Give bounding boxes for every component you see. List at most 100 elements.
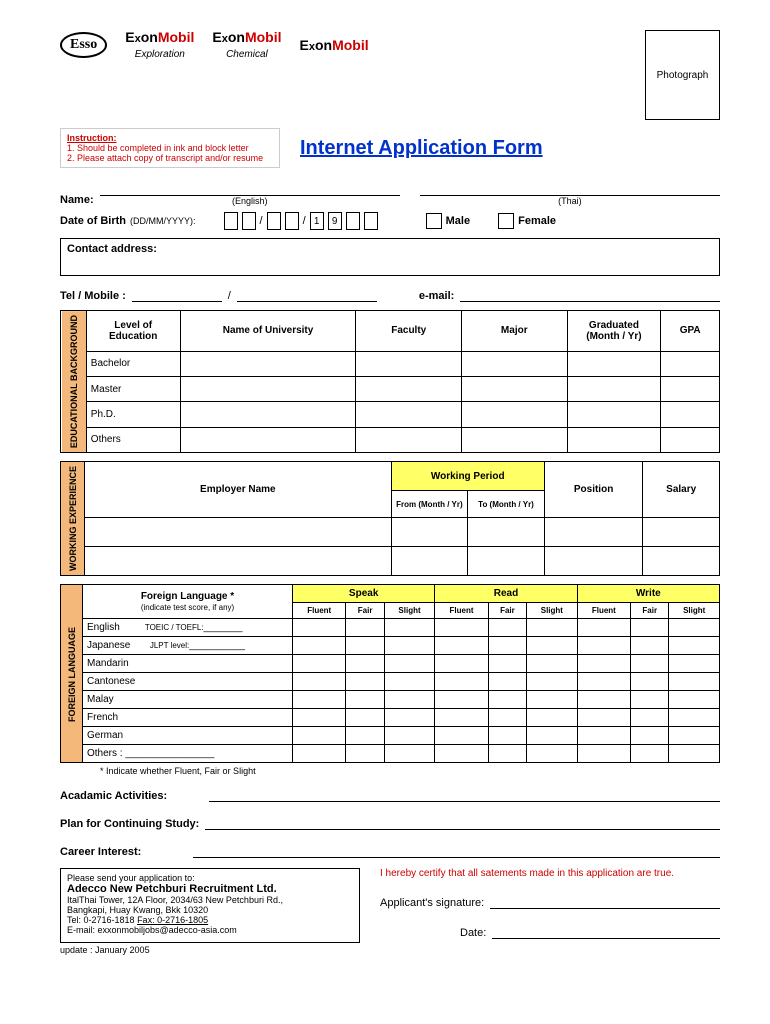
lang-cell[interactable] [293,655,346,673]
work-cell[interactable] [643,546,720,575]
lang-cell[interactable] [384,691,435,709]
lang-cell[interactable] [435,709,488,727]
edu-cell[interactable] [462,427,568,452]
edu-cell[interactable] [462,377,568,402]
lang-cell[interactable] [384,709,435,727]
edu-cell[interactable] [567,427,661,452]
lang-cell[interactable] [346,745,384,763]
lang-cell[interactable] [669,637,720,655]
edu-cell[interactable] [180,402,356,427]
edu-cell[interactable] [661,402,720,427]
lang-cell[interactable] [527,691,578,709]
edu-cell[interactable] [462,351,568,376]
lang-cell[interactable] [435,745,488,763]
lang-cell[interactable] [346,691,384,709]
edu-cell[interactable] [356,427,462,452]
lang-cell[interactable] [346,727,384,745]
edu-cell[interactable] [567,377,661,402]
work-cell[interactable] [85,517,392,546]
plan-input[interactable] [205,814,720,830]
lang-cell[interactable] [488,745,526,763]
lang-cell[interactable] [346,637,384,655]
lang-cell[interactable] [669,673,720,691]
lang-cell[interactable] [384,727,435,745]
lang-cell[interactable] [527,745,578,763]
lang-cell[interactable] [435,673,488,691]
lang-cell[interactable] [435,691,488,709]
lang-cell[interactable] [435,655,488,673]
dob-year-3[interactable] [346,212,360,230]
lang-cell[interactable] [577,619,630,637]
lang-cell[interactable] [669,727,720,745]
lang-cell[interactable] [669,619,720,637]
lang-cell[interactable] [384,655,435,673]
edu-cell[interactable] [567,402,661,427]
lang-cell[interactable] [488,655,526,673]
career-input[interactable] [193,842,720,858]
lang-cell[interactable] [527,619,578,637]
lang-cell[interactable] [293,709,346,727]
date-input[interactable] [492,923,720,939]
lang-cell[interactable] [631,709,669,727]
lang-cell[interactable] [435,619,488,637]
lang-cell[interactable] [384,637,435,655]
lang-cell[interactable] [488,619,526,637]
lang-cell[interactable] [384,619,435,637]
work-cell[interactable] [544,517,643,546]
signature-input[interactable] [490,893,720,909]
lang-row-others[interactable]: Others : ________________ [83,745,293,763]
female-checkbox[interactable] [498,213,514,229]
lang-cell[interactable] [527,709,578,727]
dob-day-1[interactable] [224,212,238,230]
lang-cell[interactable] [631,619,669,637]
lang-cell[interactable] [293,727,346,745]
lang-cell[interactable] [384,673,435,691]
academic-input[interactable] [209,786,720,802]
lang-cell[interactable] [527,673,578,691]
lang-cell[interactable] [631,637,669,655]
edu-cell[interactable] [356,377,462,402]
lang-cell[interactable] [488,709,526,727]
lang-cell[interactable] [435,727,488,745]
work-cell[interactable] [85,546,392,575]
lang-cell[interactable] [488,637,526,655]
lang-cell[interactable] [631,745,669,763]
lang-cell[interactable] [346,709,384,727]
work-cell[interactable] [468,546,545,575]
dob-year-4[interactable] [364,212,378,230]
work-cell[interactable] [391,517,468,546]
lang-cell[interactable] [384,745,435,763]
name-thai-input[interactable] [420,180,720,196]
name-english-input[interactable] [100,180,400,196]
lang-cell[interactable] [293,619,346,637]
lang-cell[interactable] [527,727,578,745]
photograph-box[interactable]: Photograph [645,30,720,120]
lang-cell[interactable] [488,673,526,691]
edu-cell[interactable] [356,402,462,427]
work-cell[interactable] [544,546,643,575]
lang-cell[interactable] [577,727,630,745]
dob-year-2[interactable]: 9 [328,212,342,230]
work-cell[interactable] [468,517,545,546]
edu-cell[interactable] [661,377,720,402]
lang-cell[interactable] [346,619,384,637]
lang-cell[interactable] [631,673,669,691]
tel-input-2[interactable] [237,286,377,302]
dob-month-1[interactable] [267,212,281,230]
lang-cell[interactable] [631,727,669,745]
email-input[interactable] [460,286,720,302]
lang-cell[interactable] [669,655,720,673]
edu-cell[interactable] [462,402,568,427]
lang-cell[interactable] [669,709,720,727]
lang-cell[interactable] [293,691,346,709]
lang-cell[interactable] [577,745,630,763]
lang-cell[interactable] [346,655,384,673]
lang-cell[interactable] [488,691,526,709]
lang-cell[interactable] [577,655,630,673]
lang-cell[interactable] [669,691,720,709]
edu-cell[interactable] [661,427,720,452]
lang-cell[interactable] [293,745,346,763]
lang-cell[interactable] [346,673,384,691]
contact-address-box[interactable]: Contact address: [60,238,720,276]
edu-cell[interactable] [180,377,356,402]
